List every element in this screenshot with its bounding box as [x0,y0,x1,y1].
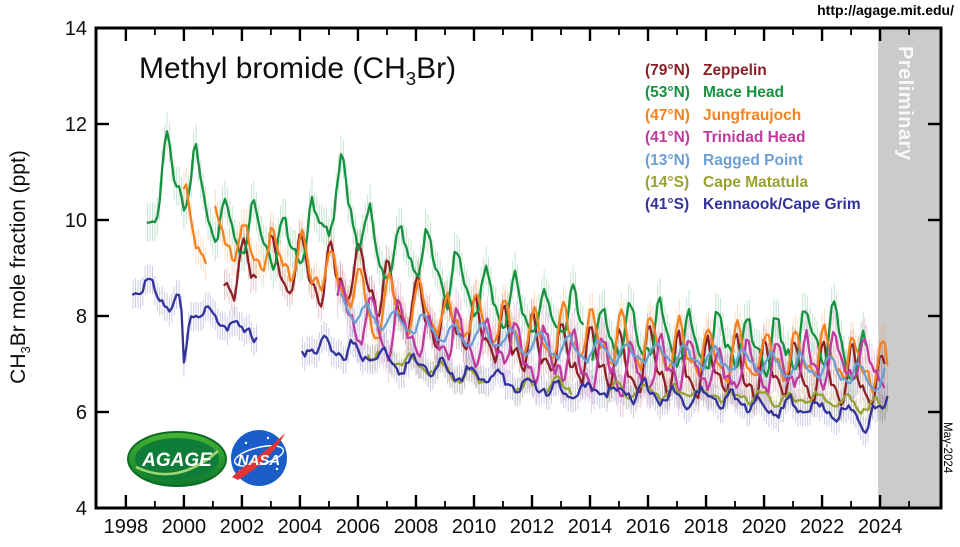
legend-latitude: (41°S) [645,196,690,214]
date-stamp: May-2024 [941,422,953,474]
legend-item-trinidad-head: (41°N) Trinidad Head [645,127,861,149]
data-layer [131,112,889,448]
x-tick-label-2014: 2014 [568,516,613,538]
legend-latitude: (53°N) [645,84,690,102]
preliminary-watermark: Preliminary [894,46,916,161]
agage-logo-text: AGAGE [141,450,213,471]
y-axis-label-text: CH [7,353,30,384]
x-tick-label-2020: 2020 [742,516,787,538]
x-tick-label-2012: 2012 [510,516,555,538]
legend-item-mace-head: (53°N) Mace Head [645,82,861,104]
legend-station-name: Zeppelin [703,62,767,79]
x-tick-label-2000: 2000 [162,516,207,538]
chart-title-text: Methyl bromide (CH [139,52,406,85]
nasa-logo-text: NASA [238,452,281,469]
y-tick-label-6: 6 [76,402,87,424]
x-tick-label-2016: 2016 [626,516,671,538]
legend-station-name: Cape Matatula [703,174,809,192]
x-tick-label-2008: 2008 [394,516,439,538]
chart-title-subscript: 3 [405,68,417,89]
legend-item-jungfraujoch: (47°N) Jungfraujoch [645,105,861,127]
axis-ticks [96,28,941,508]
legend-item-cape-matatula: (14°S) Cape Matatula [645,172,861,194]
series-line-zeppelin [223,233,886,407]
legend-latitude: (79°N) [645,62,690,79]
x-tick-label-1998: 1998 [104,516,149,538]
series-line-ragged-point [339,292,886,392]
x-tick-label-2002: 2002 [220,516,265,538]
legend-latitude: (13°N) [645,151,690,169]
y-axis-label: CH3Br mole fraction (ppt) [7,117,37,417]
legend-station-name: Jungfraujoch [703,106,802,124]
y-axis-label-subscript: 3 [18,346,34,354]
legend-latitude: (14°S) [645,174,690,192]
legend-item-ragged-point: (13°N) Ragged Point [645,150,861,172]
legend-station-name: Mace Head [703,84,784,102]
legend-station-name: Ragged Point [703,151,803,169]
series-line-kennaook-cape-grim [131,277,889,434]
axes-frame [94,26,943,510]
legend-station-name: Kennaook/Cape Grim [703,196,861,214]
y-tick-label-14: 14 [65,18,87,40]
y-tick-label-8: 8 [76,306,87,328]
y-axis-label-text-end: Br mole fraction (ppt) [7,150,30,347]
legend-station-name: Trinidad Head [703,129,806,147]
legend-item-kennaook-cape-grim: (41°S) Kennaook/Cape Grim [645,194,861,216]
x-tick-label-2018: 2018 [684,516,729,538]
nasa-logo: NASA [231,430,287,486]
legend: (79°N) Zeppelin (53°N) Mace Head (47°N) Jungf… [645,60,861,217]
chart-title: Methyl bromide (CH3Br) [139,52,456,90]
logo-strip: AGAGE NASA [122,425,302,498]
x-tick-label-2004: 2004 [278,516,323,538]
legend-latitude: (41°N) [645,129,690,147]
x-tick-labels: 1998 2000 2002 2004 2006 2008 2010 2012 2014 2016… [104,516,903,538]
series-line-trinidad-head [336,280,886,398]
agage-logo: AGAGE [127,431,227,487]
chart-title-text-end: Br) [416,52,457,85]
y-tick-label-12: 12 [65,114,87,136]
y-tick-labels: 4 6 8 10 12 14 [65,18,87,520]
preliminary-band [878,28,941,508]
legend-latitude: (47°N) [645,106,690,124]
y-tick-label-4: 4 [76,498,87,520]
x-tick-label-2006: 2006 [336,516,381,538]
y-tick-label-10: 10 [65,210,87,232]
legend-item-zeppelin: (79°N) Zeppelin [645,60,861,82]
source-url-link[interactable]: http://agage.mit.edu/ [817,2,954,18]
x-tick-label-2022: 2022 [800,516,845,538]
x-tick-label-2024: 2024 [858,516,903,538]
x-tick-label-2010: 2010 [452,516,497,538]
